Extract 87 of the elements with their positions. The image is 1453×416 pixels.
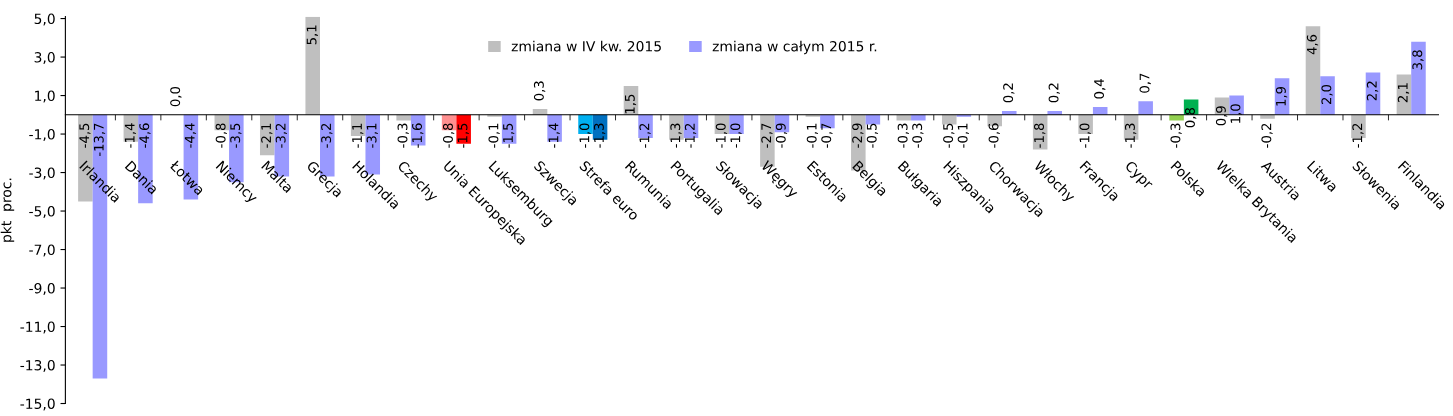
y-tick-label: 5,0 [34,13,55,26]
data-label: -1,8 [1034,123,1046,148]
data-label: -0,2 [1261,123,1273,148]
data-label: -1,4 [124,123,137,148]
data-label: -0,1 [957,123,969,148]
data-label: -1,2 [684,123,697,148]
data-label: -1,5 [457,123,469,148]
bar [896,114,912,121]
data-label: -0,1 [806,123,819,148]
data-label: -0,1 [488,123,500,148]
data-label: -2,1 [261,123,273,148]
data-label: 0,3 [533,81,546,101]
bar [1305,26,1321,115]
data-label: 1,5 [625,94,637,114]
data-label: -4,6 [139,123,151,148]
data-label: -0,3 [397,123,409,148]
data-label: -1,0 [1079,123,1091,148]
data-label: -0,7 [821,123,833,148]
y-axis-title: pkt proc. [0,178,15,242]
data-label: -1,0 [730,123,742,148]
legend-label: zmiana w IV kw. 2015 [511,40,661,52]
data-label: 0,9 [1215,106,1228,126]
data-label: 4,6 [1306,34,1319,55]
data-label: 1,0 [1230,104,1242,123]
data-label: -1,2 [639,123,651,148]
bar [1411,41,1426,115]
data-label: -0,6 [988,123,1000,148]
data-label: 2,1 [1397,83,1410,103]
data-label: 0,7 [1139,73,1151,93]
data-label: -3,5 [230,123,242,148]
bar [1169,114,1184,121]
data-label: 0,2 [1048,83,1060,103]
data-label: -2,9 [852,123,864,148]
bar [1260,114,1275,119]
data-label: 5,1 [306,25,318,45]
y-tick-label: -11,0 [20,321,55,334]
y-tick-label: -1,0 [29,129,55,141]
data-label: -0,5 [943,123,955,148]
data-label: -1,4 [548,123,560,148]
data-label: 0,2 [1003,83,1015,103]
data-label: -4,5 [79,123,91,148]
y-tick-label: -9,0 [29,283,55,295]
y-tick-label: -13,0 [20,359,55,372]
y-tick-label: 3,0 [34,52,55,64]
data-label: -2,7 [761,123,773,148]
bar [941,114,957,125]
data-label: 0,4 [1094,79,1106,99]
legend-label: zmiana w całym 2015 r. [712,40,877,55]
data-label: -13,7 [93,123,106,157]
data-label: -0,5 [866,123,879,148]
data-label: -1,1 [352,123,364,148]
data-label: -0,8 [442,123,455,148]
y-tick-label: -7,0 [29,244,55,257]
data-label: -0,8 [215,123,227,148]
data-label: -1,0 [579,123,591,148]
data-label: -3,1 [366,123,378,148]
y-tick-label: 1,0 [35,90,55,103]
data-label: 0,8 [1184,108,1197,128]
data-label: 2,0 [1321,84,1333,105]
y-tick-label: -15,0 [20,398,55,411]
data-label: -1,6 [412,123,424,148]
bar [396,114,411,121]
y-tick-label: -5,0 [29,206,55,218]
data-label: -1,2 [1352,123,1364,148]
data-label: 0,0 [170,86,182,107]
data-label: -1,3 [670,123,682,148]
data-label: -1,0 [715,123,728,148]
y-tick-label: -3,0 [29,167,55,180]
data-label: -0,3 [912,123,924,148]
bar [1320,76,1335,115]
data-label: -3,2 [321,123,333,148]
data-label: 1,9 [1275,86,1288,106]
bar [1138,101,1153,115]
data-label: -1,5 [503,123,515,148]
bar [305,16,320,115]
data-label: -0,9 [775,123,788,148]
data-label: -3,2 [275,123,287,148]
data-label: -1,3 [593,123,606,148]
data-label: -1,3 [1124,123,1137,148]
bar [911,114,926,121]
data-label: 3,8 [1412,50,1424,70]
data-label: -0,3 [897,123,909,148]
data-label: -0,3 [1170,123,1182,148]
data-label: 2,2 [1366,81,1379,101]
bar [865,114,881,125]
data-label: -4,4 [184,123,197,148]
bar [259,114,275,156]
